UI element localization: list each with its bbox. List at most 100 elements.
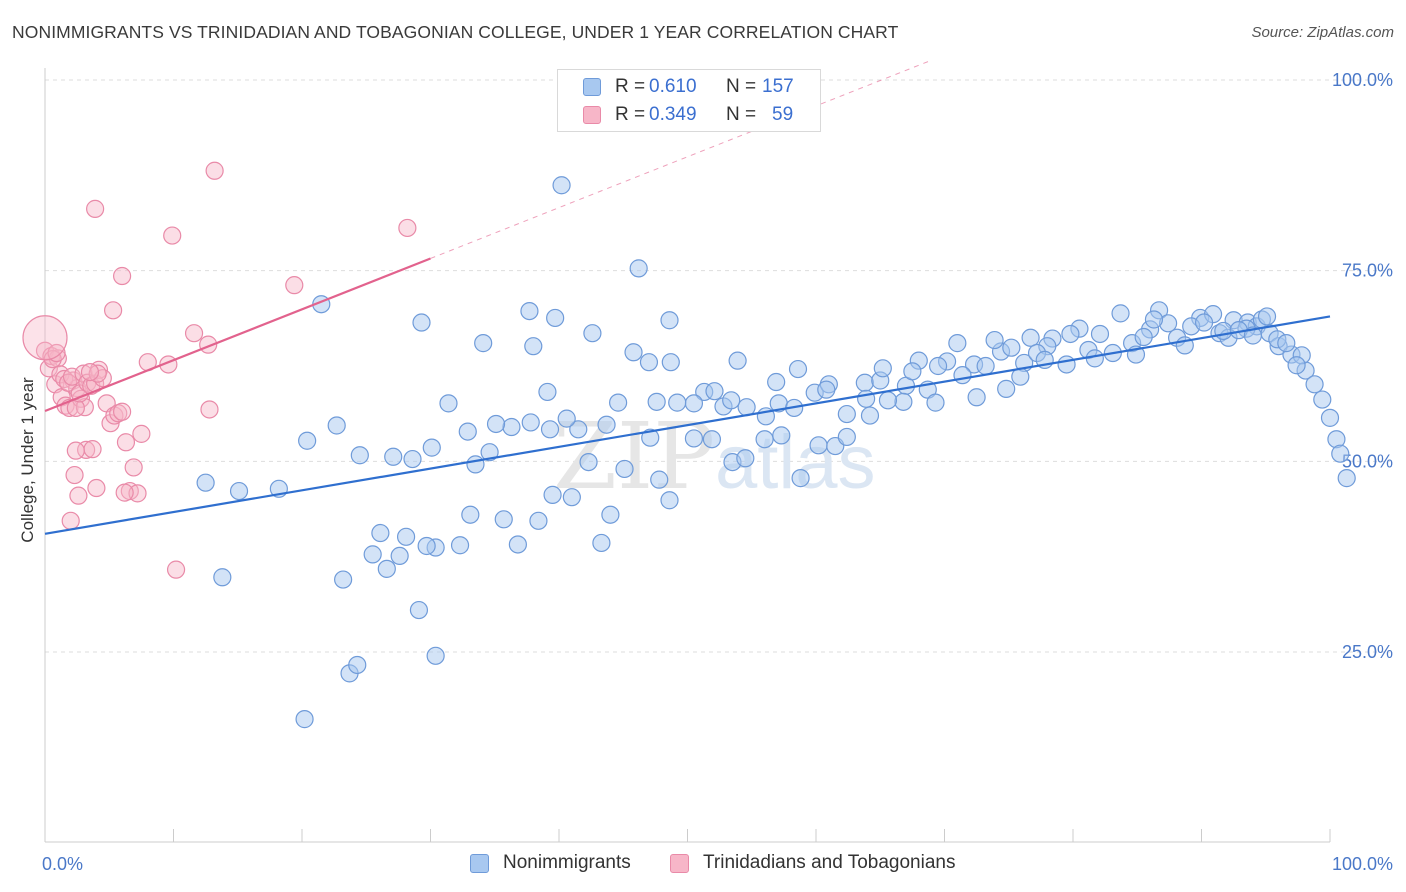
pink-point	[128, 484, 147, 503]
blue-point	[624, 343, 643, 362]
blue-point	[976, 356, 995, 376]
blue-point	[546, 308, 565, 328]
blue-point	[641, 428, 660, 447]
pink-point	[88, 364, 107, 383]
blue-point	[873, 359, 892, 378]
blue-point	[767, 372, 786, 392]
legend-n-label: N =	[726, 104, 757, 125]
tick-labels: 25.0% 50.0% 75.0% 100.0% 0.0% 100.0%	[42, 70, 1393, 874]
blue-point	[985, 330, 1004, 350]
blue-point	[409, 600, 429, 620]
blue-point	[650, 470, 669, 489]
blue-point	[1144, 310, 1164, 329]
legend-r-value: 0.610	[649, 76, 697, 97]
legend-label: Nonimmigrants	[503, 852, 631, 873]
pink-point	[69, 486, 88, 505]
pink-point	[163, 226, 182, 245]
pink-point	[87, 478, 106, 498]
blue-point	[1085, 349, 1104, 368]
blue-point	[524, 337, 543, 356]
stats-legend: R = 0.610 N = 157 R = 0.349 N = 59	[557, 69, 821, 132]
blue-point	[661, 353, 680, 372]
blue-point	[480, 443, 499, 462]
blue-point	[466, 455, 485, 474]
blue-point	[705, 382, 724, 401]
blue-point	[728, 351, 747, 370]
blue-point	[426, 646, 445, 665]
blue-point	[350, 446, 369, 465]
pink-point	[124, 458, 143, 477]
axes	[44, 68, 1331, 843]
pink-point	[83, 440, 102, 459]
blue-point	[439, 394, 458, 413]
pink-trend-line	[44, 257, 431, 413]
grid-lines	[45, 79, 1390, 653]
blue-point	[997, 379, 1016, 398]
blue-point	[363, 545, 382, 564]
legend-row-trinidadians: R = 0.349 N = 59	[558, 101, 820, 129]
blue-series-points	[196, 176, 1356, 729]
blue-point	[422, 438, 441, 457]
legend-swatch-blue	[470, 854, 489, 873]
blue-point	[494, 510, 513, 529]
blue-point	[755, 430, 774, 449]
blue-point	[772, 426, 791, 445]
blue-point	[660, 491, 679, 510]
blue-point	[953, 366, 972, 385]
blue-point	[1257, 307, 1277, 326]
blue-point	[1320, 408, 1340, 427]
legend-row-nonimmigrants: R = 0.610 N = 157	[558, 73, 820, 101]
pink-point	[112, 402, 132, 421]
legend-n-value: 157	[762, 76, 794, 97]
blue-point	[562, 488, 581, 507]
blue-point	[1287, 356, 1306, 375]
blue-point	[298, 431, 317, 450]
blue-point	[557, 409, 576, 428]
pink-point	[115, 483, 134, 502]
blue-point	[450, 536, 470, 555]
pink-point	[66, 441, 85, 460]
blue-point	[1061, 324, 1080, 344]
pink-point	[86, 199, 105, 218]
pink-point	[61, 511, 80, 530]
blue-point	[684, 394, 704, 413]
blue-point	[647, 392, 666, 411]
blue-point	[592, 533, 611, 553]
legend-n-label: N =	[726, 76, 757, 97]
blue-point	[327, 416, 346, 435]
blue-point	[540, 420, 560, 439]
blue-point	[396, 527, 416, 546]
blue-point	[1313, 390, 1332, 409]
legend-n-value: 59	[772, 104, 794, 125]
blue-point	[809, 436, 828, 455]
pink-point	[200, 400, 219, 419]
blue-point	[295, 710, 314, 729]
blue-point	[579, 452, 598, 472]
blue-point	[722, 391, 741, 410]
blue-point	[903, 362, 922, 381]
pink-point	[398, 218, 417, 238]
blue-point	[520, 301, 539, 321]
x-tick-label: 100.0%	[1332, 854, 1393, 874]
blue-point	[229, 481, 249, 501]
blue-point	[601, 505, 620, 524]
blue-point	[543, 485, 562, 504]
pink-point	[116, 433, 136, 452]
blue-point	[615, 459, 634, 479]
legend-swatch-pink	[670, 854, 689, 873]
blue-point	[1057, 355, 1076, 374]
blue-point	[817, 380, 836, 399]
blue-point	[928, 356, 948, 376]
blue-point	[1337, 469, 1356, 488]
series-legend: Nonimmigrants Trinidadians and Tobagonia…	[0, 850, 1406, 880]
trend-lines	[44, 60, 1331, 535]
blue-point	[538, 382, 557, 402]
pink-point	[285, 276, 304, 295]
blue-point	[508, 535, 527, 554]
watermark: ZIP atlas	[553, 403, 876, 510]
pink-point	[77, 440, 96, 459]
pink-point	[65, 465, 84, 485]
blue-point	[1090, 324, 1110, 344]
blue-point	[629, 259, 648, 278]
